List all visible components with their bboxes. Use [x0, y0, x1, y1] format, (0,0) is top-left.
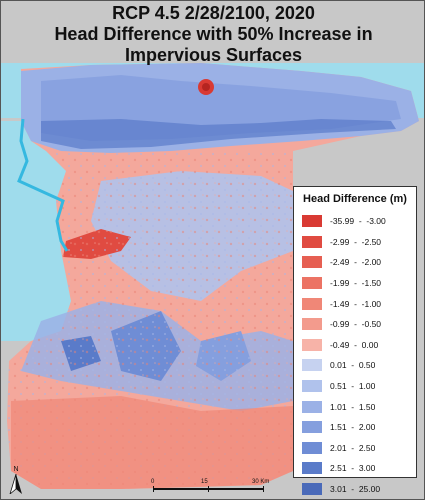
- legend-label: 0.51 - 1.00: [330, 381, 376, 392]
- legend-label: -0.99 - -0.50: [330, 319, 382, 330]
- scale-tick: [263, 486, 264, 492]
- legend-item: -2.99 - -2.50: [294, 232, 416, 253]
- legend-item: -1.49 - -1.00: [294, 293, 416, 314]
- legend-item: 0.01 - 0.50: [294, 355, 416, 376]
- title-line-1: RCP 4.5 2/28/2100, 2020: [112, 3, 315, 23]
- legend: Head Difference (m) -35.99 - -3.00 -2.99 …: [293, 186, 417, 496]
- legend-label: -2.49 - -2.00: [330, 257, 382, 268]
- legend-rows: -35.99 - -3.00 -2.99 - -2.50 -2.49 - -2.00…: [294, 211, 416, 499]
- river: [17, 118, 69, 252]
- legend-item: 0.51 - 1.00: [294, 376, 416, 397]
- legend-swatch: [302, 400, 322, 413]
- legend-item: 2.51 - 3.00: [294, 458, 416, 479]
- legend-swatch: [302, 421, 322, 434]
- legend-swatch: [302, 297, 322, 310]
- legend-swatch: [302, 380, 322, 393]
- legend-label: -1.99 - -1.50: [330, 278, 382, 289]
- legend-swatch: [302, 256, 322, 269]
- legend-swatch: [302, 318, 322, 331]
- legend-swatch: [302, 462, 322, 475]
- legend-label: -1.49 - -1.00: [330, 298, 382, 309]
- legend-item: -2.49 - -2.00: [294, 252, 416, 273]
- legend-label: -35.99 - -3.00: [330, 216, 386, 227]
- legend-item: 1.51 - 2.00: [294, 417, 416, 438]
- title-line-3: Impervious Surfaces: [124, 45, 303, 65]
- scale-tick: [153, 486, 154, 492]
- scale-tick: [208, 486, 209, 492]
- legend-label: 0.01 - 0.50: [330, 360, 376, 371]
- legend-swatch: [302, 441, 322, 454]
- legend-item: 1.01 - 1.50: [294, 396, 416, 417]
- legend-label: 1.51 - 2.00: [330, 422, 376, 433]
- legend-item: -1.99 - -1.50: [294, 273, 416, 294]
- legend-swatch: [302, 277, 322, 290]
- legend-title: Head Difference (m): [303, 193, 407, 205]
- legend-label: 2.01 - 2.50: [330, 442, 376, 453]
- legend-label: 1.01 - 1.50: [330, 401, 376, 412]
- legend-item: -35.99 - -3.00: [294, 211, 416, 232]
- legend-swatch: [302, 359, 322, 372]
- north-arrow-icon: [9, 473, 22, 496]
- legend-item: -0.99 - -0.50: [294, 314, 416, 335]
- legend-item: 3.01 - 25.00: [294, 479, 416, 499]
- north-letter: N: [13, 466, 19, 473]
- legend-item: 2.01 - 2.50: [294, 438, 416, 459]
- map-title: RCP 4.5 2/28/2100, 2020 Head Difference …: [1, 3, 424, 66]
- scale-label-15: 15: [201, 479, 208, 485]
- legend-swatch: [302, 235, 322, 248]
- legend-item: -0.49 - 0.00: [294, 335, 416, 356]
- title-line-2: Head Difference with 50% Increase in: [54, 24, 373, 44]
- legend-swatch: [302, 483, 322, 496]
- scale-label-0: 0: [151, 479, 155, 485]
- legend-swatch: [302, 338, 322, 351]
- north-arrow: N: [9, 466, 23, 499]
- legend-label: -2.99 - -2.50: [330, 236, 382, 247]
- legend-label: 2.51 - 3.00: [330, 463, 376, 474]
- legend-label: 3.01 - 25.00: [330, 484, 381, 495]
- scale-label-30: 30 Km: [252, 479, 270, 485]
- legend-label: -0.49 - 0.00: [330, 339, 379, 350]
- legend-swatch: [302, 215, 322, 228]
